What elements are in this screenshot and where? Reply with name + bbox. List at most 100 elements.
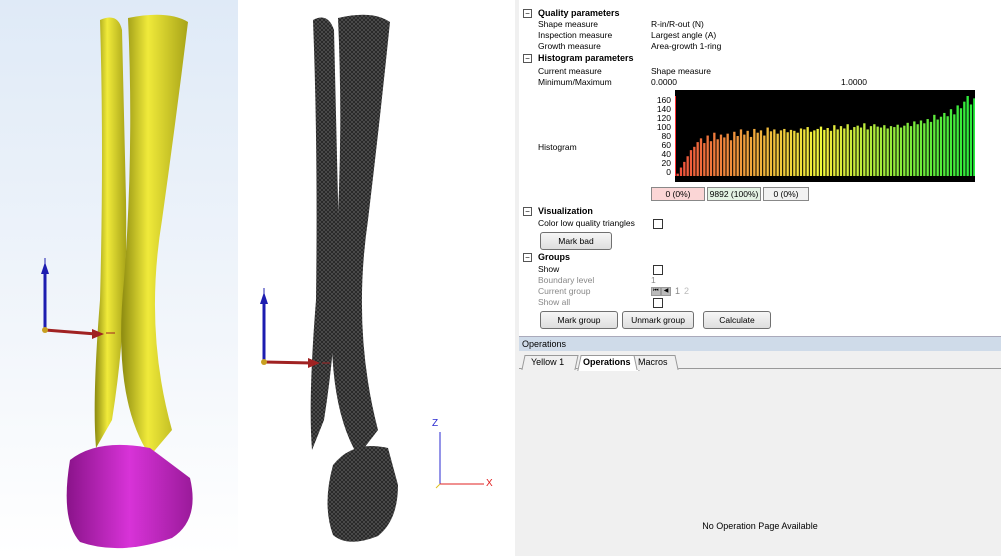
histogram-bar: [719, 134, 723, 176]
histogram-bar: [779, 130, 783, 176]
section-title: Histogram parameters: [538, 53, 634, 63]
show-all-checkbox[interactable]: [653, 298, 663, 308]
histogram-bar: [856, 125, 859, 176]
y-tick-label: 160: [656, 95, 671, 105]
section-visualization[interactable]: − Visualization: [519, 206, 1001, 217]
y-tick-label: 80: [661, 131, 671, 141]
row-label: Boundary level: [538, 275, 595, 285]
stat-high: 0 (0%): [763, 187, 809, 201]
histogram-bar: [959, 108, 963, 176]
viewport-shaded[interactable]: [0, 0, 238, 556]
histogram-bar: [863, 123, 866, 176]
max-value: 1.0000: [841, 77, 867, 87]
row-inspection-measure[interactable]: Inspection measure Largest angle (A): [519, 30, 1001, 41]
histogram-bar: [766, 127, 769, 176]
section-title: Visualization: [538, 206, 593, 216]
next-group-value: 2: [684, 286, 690, 296]
histogram-bar: [916, 124, 919, 176]
collapse-icon[interactable]: −: [523, 9, 532, 18]
stat-low: 0 (0%): [651, 187, 705, 201]
histogram-bar: [713, 132, 716, 176]
show-checkbox[interactable]: [653, 265, 663, 275]
row-label: Color low quality triangles: [538, 218, 635, 228]
wireframe-model: [260, 14, 484, 542]
histogram-bar: [793, 130, 796, 176]
histogram-bar: [853, 127, 856, 176]
histogram-bar: [709, 141, 713, 176]
histogram-bar: [826, 128, 829, 176]
histogram-bar: [773, 129, 776, 176]
histogram-bar: [866, 129, 869, 176]
histogram-bar: [746, 130, 749, 176]
operations-title-bar: Operations: [519, 336, 1001, 351]
row-show[interactable]: Show: [519, 264, 1001, 275]
row-boundary-level: Boundary level 1: [519, 275, 1001, 286]
histogram-bar: [699, 138, 703, 176]
histogram-bar: [849, 129, 853, 176]
histogram-bar: [783, 128, 786, 176]
shaded-model: [41, 14, 193, 549]
histogram-bar: [889, 126, 893, 176]
color-low-checkbox[interactable]: [653, 219, 663, 229]
histogram-chart: [675, 90, 975, 182]
mark-bad-button[interactable]: Mark bad: [540, 232, 612, 250]
row-value: Area-growth 1-ring: [651, 41, 722, 51]
splitter[interactable]: [515, 0, 519, 556]
row-value: 1: [651, 275, 656, 285]
y-tick-label: 0: [666, 167, 671, 177]
histogram-bar: [739, 129, 743, 176]
row-min-max[interactable]: Minimum/Maximum 0.0000 1.0000: [519, 77, 1001, 88]
row-growth-measure[interactable]: Growth measure Area-growth 1-ring: [519, 41, 1001, 52]
mark-group-button[interactable]: Mark group: [540, 311, 618, 329]
empty-operations-text: No Operation Page Available: [702, 521, 818, 531]
tab-macros-label[interactable]: Macros: [638, 357, 668, 367]
axis-z-label: Z: [432, 418, 439, 429]
histogram-bar: [933, 114, 936, 176]
unmark-group-button[interactable]: Unmark group: [622, 311, 694, 329]
collapse-icon[interactable]: −: [523, 54, 532, 63]
histogram-bar: [796, 132, 799, 176]
first-group-icon[interactable]: ⏮: [651, 287, 661, 296]
row-color-low[interactable]: Color low quality triangles: [519, 218, 1001, 229]
collapse-icon[interactable]: −: [523, 207, 532, 216]
histogram-bar: [799, 128, 803, 176]
row-label: Growth measure: [538, 41, 601, 51]
y-tick-label: 140: [656, 104, 671, 114]
histogram-bar: [683, 161, 686, 176]
row-show-all[interactable]: Show all: [519, 297, 1001, 308]
row-shape-measure[interactable]: Shape measure R-in/R-out (N): [519, 19, 1001, 30]
histogram-bar: [946, 116, 949, 176]
section-quality[interactable]: − Quality parameters: [519, 8, 1001, 19]
histogram-bar: [939, 116, 943, 176]
histogram-bar: [913, 121, 916, 176]
section-histogram[interactable]: − Histogram parameters: [519, 53, 1001, 64]
row-value: R-in/R-out (N): [651, 19, 704, 29]
histogram-bar: [953, 114, 956, 176]
histogram-bar: [883, 125, 886, 176]
histogram-bar: [726, 133, 729, 176]
property-panel: − Quality parameters Shape measure R-in/…: [519, 0, 1001, 334]
histogram-bar: [886, 128, 889, 176]
histogram-bar: [899, 127, 903, 176]
histogram-bar: [763, 135, 766, 176]
prev-group-icon[interactable]: ◀: [661, 287, 671, 296]
y-tick-label: 20: [661, 158, 671, 168]
histogram-bar: [956, 105, 959, 176]
stat-mid: 9892 (100%): [707, 187, 761, 201]
row-current-measure[interactable]: Current measure Shape measure: [519, 66, 1001, 77]
section-groups[interactable]: − Groups: [519, 252, 1001, 263]
collapse-icon[interactable]: −: [523, 253, 532, 262]
histogram-label: Histogram: [538, 142, 577, 152]
histogram-bar: [806, 127, 809, 176]
histogram-bar: [873, 124, 876, 176]
histogram-bar: [963, 101, 966, 176]
histogram-bar: [919, 120, 923, 176]
histogram-bar: [966, 96, 969, 176]
calculate-button[interactable]: Calculate: [703, 311, 771, 329]
histogram-bar: [816, 128, 819, 176]
tab-operations-label[interactable]: Operations: [583, 357, 631, 367]
row-label: Show all: [538, 297, 571, 307]
viewport-wireframe[interactable]: Z X: [238, 0, 515, 556]
histogram-bar: [753, 128, 756, 176]
tab-yellow-1-label[interactable]: Yellow 1: [531, 357, 565, 367]
